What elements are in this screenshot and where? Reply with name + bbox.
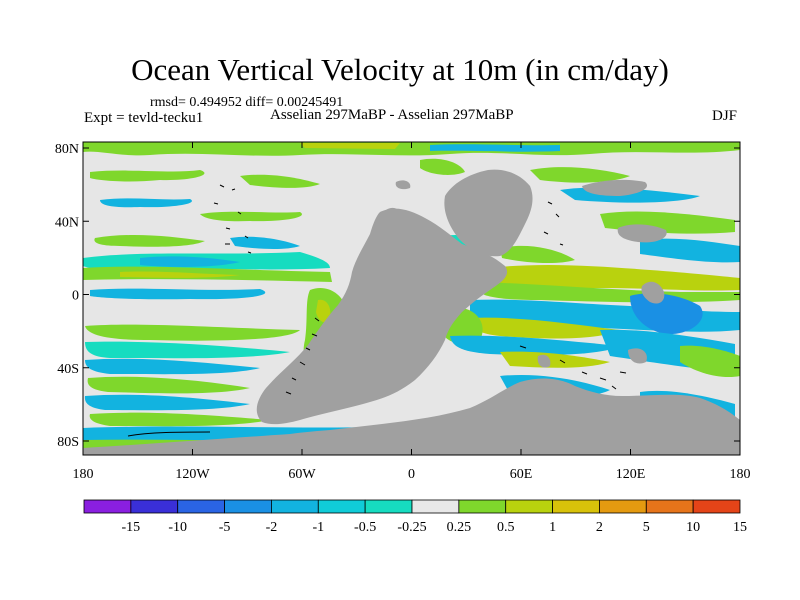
colorbar-label: 5 [643,520,650,535]
field-patch [85,341,290,359]
season-label: DJF [712,108,738,124]
lon-tick-label: 180 [73,467,94,482]
field-patch [90,288,266,300]
colorbar-label: -2 [266,520,278,535]
lat-tick-label: 40S [57,362,79,377]
colorbar-swatch [177,499,225,514]
lon-tick-label: 0 [408,467,415,482]
field-patch [469,317,620,339]
land-mass [395,180,411,190]
experiment-label: Expt = tevld-tecku1 [84,110,204,126]
colorbar-label: 0.5 [497,520,515,535]
coastline [543,201,564,246]
field-patch [140,256,240,267]
coastline [127,431,211,437]
land-mass [385,207,399,216]
colorbar-swatch [224,499,272,514]
field-patch [83,142,740,156]
colorbar-label: -5 [219,520,231,535]
land-mass [628,348,647,364]
lon-tick-label: 60E [510,467,533,482]
colorbar-swatch [505,499,553,514]
coastline [213,184,252,254]
field-patch [300,143,400,149]
colorbar-label: -0.25 [397,520,426,535]
land-masses [83,169,740,455]
coastline [285,317,320,395]
colorbar: -15 -10 -5 -2 -1 -0.5 -0.25 0.25 0.5 1 2 5 10 15 [83,499,747,535]
colorbar-swatch [692,499,741,514]
field-patch [94,234,205,247]
field-patch [120,271,240,278]
lat-tick-label: 0 [72,289,79,304]
colorbar-swatch [552,499,600,514]
axis-ticks [82,142,741,455]
field-patch [530,167,630,183]
colorbar-swatch [271,499,319,514]
field-patch [85,324,300,341]
land-mass [444,169,533,257]
axis-tick-labels: 80N 40N 0 40S 80S 180 120W 60W 0 60E 120E 180 [55,142,751,482]
colorbar-label: -1 [312,520,324,535]
colorbar-swatch [317,499,366,514]
field-patch [90,170,205,182]
field-patch [640,238,740,263]
lon-tick-label: 120W [175,467,210,482]
land-mass [256,208,508,425]
field-patch [500,351,610,368]
field-patch [430,144,560,152]
colorbar-label: 2 [596,520,603,535]
field-patch [87,376,250,394]
land-mass [617,224,667,243]
lon-tick-label: 60W [288,467,316,482]
colorbar-label: -10 [168,520,187,535]
field-patch [85,358,260,375]
lon-tick-label: 120E [616,467,646,482]
colorbar-swatch [645,499,694,514]
colorbar-swatch [130,499,179,514]
field-patch [680,345,740,378]
field-patch [450,335,620,356]
lat-tick-label: 80S [57,435,79,450]
colorbar-label: 15 [733,520,747,535]
lon-tick-label: 180 [730,467,751,482]
field-patch [500,245,575,264]
field-patch [420,158,465,175]
map-plot-area [83,142,740,455]
colorbar-label: -0.5 [354,520,376,535]
land-mass [537,354,551,368]
field-patch [230,236,300,250]
field-patch [316,299,331,323]
colorbar-swatch [458,499,507,514]
field-patch [240,174,320,188]
coastline [519,345,627,390]
field-patch [200,211,302,222]
colorbar-swatch [364,499,413,514]
coastline-details [127,184,627,437]
colorbar-label: 10 [686,520,700,535]
stats-label: rmsd= 0.494952 diff= 0.00245491 [150,95,344,110]
colorbar-swatch [83,499,132,514]
field-patch [84,394,250,411]
colorbar-swatch [411,499,460,514]
field-patch [490,264,740,291]
land-mass [582,179,648,196]
field-patch [89,412,270,427]
colorbar-label: 1 [549,520,556,535]
lat-tick-label: 40N [55,215,79,230]
comparison-label: Asselian 297MaBP - Asselian 297MaBP [270,107,514,123]
chart-title: Ocean Vertical Velocity at 10m (in cm/da… [131,52,669,87]
land-mass [641,281,665,304]
land-mass [83,378,740,455]
field-patch [630,293,703,335]
field-patch [100,198,192,208]
colorbar-swatch [599,499,647,514]
colorbar-label: 0.25 [447,520,472,535]
lat-tick-label: 80N [55,142,79,157]
colorbar-label: -15 [122,520,141,535]
